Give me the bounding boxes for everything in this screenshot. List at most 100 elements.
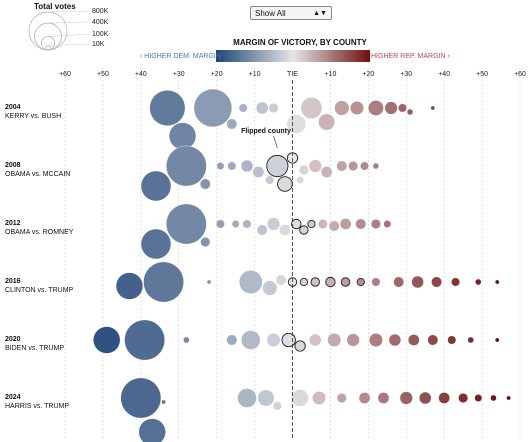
county-dot — [308, 159, 322, 173]
county-dot — [298, 165, 309, 175]
row-label-2012: 2012 OBAMA vs. ROMNEY — [5, 219, 73, 237]
legend-leader — [47, 43, 91, 46]
rep-margin-label: HIGHER REP. MARGIN › — [371, 53, 450, 60]
row-year: 2012 — [5, 220, 21, 227]
county-dot — [286, 114, 306, 134]
county-dot — [388, 333, 402, 347]
row-year: 2016 — [5, 278, 21, 285]
x-tick-label: +40 — [135, 71, 147, 78]
county-dot — [340, 277, 351, 287]
legend-circle — [28, 11, 68, 51]
x-tick-label: +50 — [97, 71, 109, 78]
county-dot — [275, 274, 287, 286]
flipped-county-label: Flipped county — [241, 128, 291, 135]
county-dot — [336, 160, 348, 172]
row-year: 2020 — [5, 336, 21, 343]
county-dot — [200, 237, 211, 247]
county-dot — [140, 170, 172, 202]
county-dot — [458, 393, 469, 403]
county-dot — [398, 103, 407, 113]
x-tick-label: +30 — [400, 71, 412, 78]
margin-color-scale — [216, 50, 370, 62]
county-dot — [279, 224, 291, 236]
x-tick-label: +10 — [249, 71, 261, 78]
county-dot — [266, 217, 281, 231]
chart-title: MARGIN OF VICTORY, BY COUNTY — [233, 38, 367, 47]
county-dot — [206, 279, 212, 285]
county-dot — [193, 88, 233, 128]
legend-size-label: 10K — [92, 41, 105, 48]
row-matchup: OBAMA vs. MCCAIN — [5, 171, 71, 178]
county-dot — [199, 178, 211, 190]
county-dot — [268, 103, 279, 113]
county-dot — [143, 261, 184, 303]
row-label-2008: 2008 OBAMA vs. MCCAIN — [5, 161, 70, 179]
county-dot — [490, 394, 497, 402]
county-dot — [328, 220, 340, 232]
row-year: 2004 — [5, 104, 21, 111]
county-dot — [138, 418, 166, 442]
county-dot — [370, 219, 381, 229]
county-dot — [371, 277, 381, 287]
size-legend: 800K 400K 100K 10K — [28, 8, 109, 51]
county-dot — [368, 100, 384, 116]
county-dot — [299, 277, 309, 287]
view-filter-select[interactable]: Show All ▲▼ — [250, 6, 332, 20]
county-dot — [183, 336, 190, 344]
county-dot — [93, 326, 121, 354]
county-dot — [227, 161, 237, 171]
legend-leader — [47, 10, 91, 13]
county-dot — [266, 154, 289, 178]
x-tick-label: +20 — [362, 71, 374, 78]
county-dot — [408, 334, 420, 346]
county-dot — [237, 388, 257, 408]
county-dot — [336, 393, 347, 403]
x-tick-label: +50 — [476, 71, 488, 78]
county-dot — [377, 392, 390, 404]
filter-selected-value: Show All — [255, 9, 286, 18]
county-dot — [238, 270, 263, 294]
x-tick-label: +30 — [173, 71, 185, 78]
county-dot — [383, 220, 392, 228]
county-dot — [406, 108, 414, 116]
county-dot — [257, 389, 275, 407]
row-matchup: HARRIS vs. TRUMP — [5, 403, 70, 410]
legend-size-label: 800K — [92, 8, 109, 15]
county-dot — [226, 118, 238, 130]
gridlines — [64, 68, 521, 438]
county-dot — [242, 219, 252, 229]
county-dot — [262, 280, 278, 296]
county-dot — [266, 333, 281, 347]
county-dot — [427, 334, 439, 346]
county-dot — [451, 277, 460, 287]
row-year: 2024 — [5, 394, 21, 401]
county-dot — [120, 377, 162, 419]
county-dots: Flipped county — [93, 88, 511, 442]
county-dot — [241, 330, 261, 350]
county-dot — [307, 219, 316, 229]
county-dot — [291, 218, 302, 230]
x-tick-label: TIE — [287, 71, 298, 78]
county-dot — [252, 166, 265, 178]
county-dot — [238, 103, 248, 113]
county-dot — [356, 277, 365, 287]
county-dot — [384, 101, 398, 115]
county-dot — [372, 162, 380, 170]
row-matchup: OBAMA vs. ROMNEY — [5, 229, 74, 236]
county-dot — [325, 276, 336, 288]
gradient-bar — [216, 50, 370, 62]
legend-size-label: 400K — [92, 19, 109, 26]
county-dot — [411, 275, 424, 289]
x-tick-label: +60 — [59, 71, 71, 78]
legend-circle — [40, 36, 56, 51]
legend-title: Total votes — [34, 2, 76, 11]
row-year: 2008 — [5, 162, 21, 169]
county-dot — [368, 333, 383, 347]
county-dot — [256, 224, 268, 236]
legend-size-label: 100K — [92, 31, 109, 38]
county-dot — [149, 90, 186, 126]
county-dot — [467, 336, 474, 344]
county-dot — [506, 395, 511, 401]
county-dot — [277, 176, 293, 192]
county-dot — [231, 220, 240, 228]
